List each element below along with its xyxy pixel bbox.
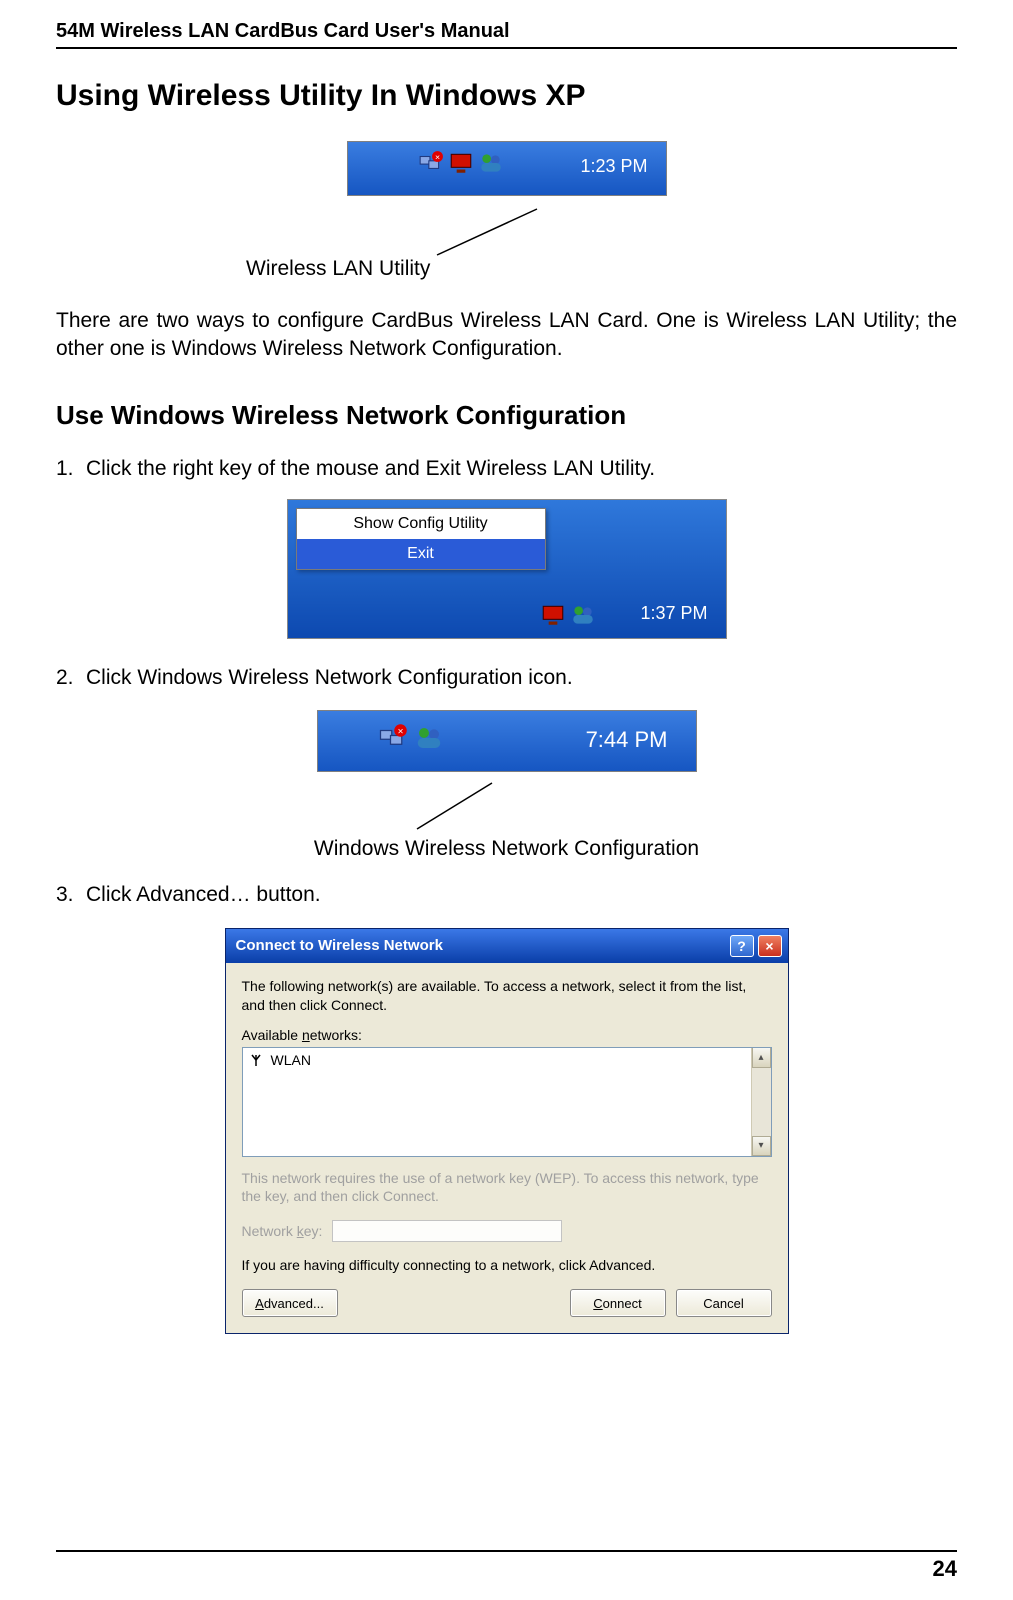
dialog-title-text: Connect to Wireless Network	[236, 937, 443, 954]
context-menu-figure: Show Config Utility Exit 1:37 PM	[56, 499, 957, 644]
help-button[interactable]: ?	[730, 935, 754, 957]
step-1-text: Click the right key of the mouse and Exi…	[86, 455, 655, 483]
windows-config-caption: Windows Wireless Network Configuration	[56, 837, 957, 861]
systray-figure-2: × 7:44 PM	[56, 710, 957, 777]
dialog-figure: Connect to Wireless Network ? × The foll…	[56, 928, 957, 1334]
network-name: WLAN	[271, 1052, 311, 1068]
step-1-number: 1.	[56, 455, 86, 483]
context-menu: Show Config Utility Exit	[296, 508, 546, 570]
network-key-input[interactable]	[332, 1220, 562, 1242]
connect-dialog: Connect to Wireless Network ? × The foll…	[225, 928, 789, 1334]
footer-rule	[56, 1550, 957, 1552]
svg-text:×: ×	[397, 727, 403, 738]
tray-icons-1: ×	[418, 150, 504, 176]
page-number: 24	[933, 1556, 957, 1582]
connect-button[interactable]: Connect	[570, 1289, 666, 1317]
people-icon	[570, 602, 596, 628]
dialog-footer: Advanced... Connect Cancel	[242, 1289, 772, 1317]
computer-red-icon	[448, 150, 474, 176]
listbox-scrollbar[interactable]: ▴ ▾	[751, 1048, 771, 1156]
taskbar-1: × 1:23 PM	[347, 141, 667, 196]
taskbar-2: × 7:44 PM	[317, 710, 697, 772]
advanced-button[interactable]: Advanced...	[242, 1289, 338, 1317]
wlan-utility-caption: Wireless LAN Utility	[246, 257, 957, 281]
dialog-body: The following network(s) are available. …	[226, 963, 788, 1333]
section-heading: Use Windows Wireless Network Configurati…	[56, 400, 957, 431]
callout-line-1	[407, 207, 607, 257]
step-1: 1. Click the right key of the mouse and …	[56, 455, 957, 483]
step-2-text: Click Windows Wireless Network Configura…	[86, 664, 573, 692]
step-3: 3. Click Advanced… button.	[56, 881, 957, 909]
taskbar-clock-1: 1:23 PM	[580, 156, 647, 177]
taskbar-context: Show Config Utility Exit 1:37 PM	[287, 499, 727, 639]
network-warning-icon: ×	[378, 723, 408, 753]
help-line: If you are having difficulty connecting …	[242, 1256, 772, 1275]
antenna-icon	[249, 1053, 263, 1067]
manual-header: 54M Wireless LAN CardBus Card User's Man…	[56, 20, 957, 49]
cancel-button[interactable]: Cancel	[676, 1289, 772, 1317]
dialog-titlebar: Connect to Wireless Network ? ×	[226, 929, 788, 963]
step-2-number: 2.	[56, 664, 86, 692]
page-title: Using Wireless Utility In Windows XP	[56, 79, 957, 113]
close-button[interactable]: ×	[758, 935, 782, 957]
available-networks-listbox[interactable]: WLAN ▴ ▾	[242, 1047, 772, 1157]
scroll-down-button[interactable]: ▾	[752, 1136, 771, 1156]
tray-icons-ctx	[540, 602, 596, 628]
dialog-footer-right: Connect Cancel	[570, 1289, 772, 1317]
intro-paragraph: There are two ways to configure CardBus …	[56, 307, 957, 364]
network-key-label: Network key:	[242, 1223, 323, 1239]
menu-item-exit[interactable]: Exit	[297, 539, 545, 569]
systray-figure-1: × 1:23 PM	[56, 141, 957, 201]
step-3-text: Click Advanced… button.	[86, 881, 321, 909]
network-key-row: Network key:	[242, 1220, 772, 1242]
taskbar-clock-ctx: 1:37 PM	[640, 603, 707, 624]
step-3-number: 3.	[56, 881, 86, 909]
taskbar-clock-2: 7:44 PM	[586, 727, 668, 753]
titlebar-buttons: ? ×	[730, 935, 782, 957]
menu-item-show-config[interactable]: Show Config Utility	[297, 509, 545, 539]
step-2: 2. Click Windows Wireless Network Config…	[56, 664, 957, 692]
svg-text:×: ×	[434, 152, 439, 162]
network-item-wlan[interactable]: WLAN	[249, 1052, 745, 1068]
dialog-intro: The following network(s) are available. …	[242, 977, 772, 1015]
tray-icons-2: ×	[378, 723, 444, 753]
computer-red-icon	[540, 602, 566, 628]
network-warning-icon: ×	[418, 150, 444, 176]
callout-line-2	[377, 781, 637, 831]
wep-note: This network requires the use of a netwo…	[242, 1169, 772, 1207]
available-networks-label: Available networks:	[242, 1027, 772, 1043]
listbox-items: WLAN	[243, 1048, 751, 1156]
people-icon	[414, 723, 444, 753]
manual-title: 54M Wireless LAN CardBus Card User's Man…	[56, 20, 957, 43]
people-icon	[478, 150, 504, 176]
scroll-up-button[interactable]: ▴	[752, 1048, 771, 1068]
